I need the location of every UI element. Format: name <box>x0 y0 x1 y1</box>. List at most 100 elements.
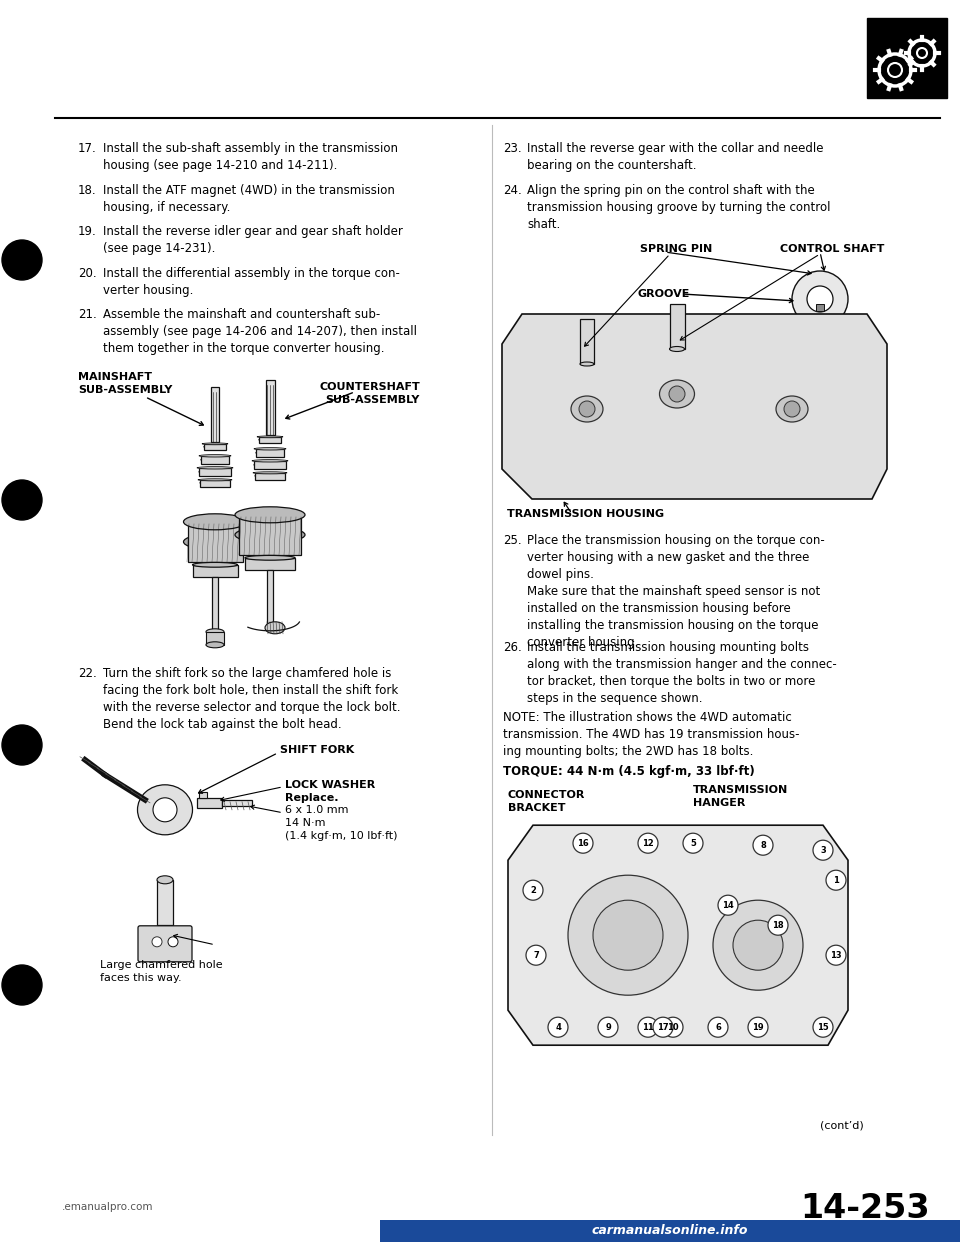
Bar <box>199 792 207 797</box>
Circle shape <box>807 286 833 312</box>
Text: Install the differential assembly in the torque con-
verter housing.: Install the differential assembly in the… <box>103 267 400 297</box>
Text: CONNECTOR
BRACKET: CONNECTOR BRACKET <box>508 790 586 814</box>
Ellipse shape <box>580 361 594 366</box>
Ellipse shape <box>235 527 305 543</box>
Circle shape <box>792 271 848 327</box>
Text: 16: 16 <box>577 838 588 848</box>
Text: 8: 8 <box>760 841 766 850</box>
Text: Install the transmission housing mounting bolts
along with the transmission hang: Install the transmission housing mountin… <box>527 641 837 704</box>
Ellipse shape <box>206 628 224 635</box>
Bar <box>157 879 173 925</box>
Bar <box>199 468 231 476</box>
Text: SPRING PIN: SPRING PIN <box>640 243 712 255</box>
Circle shape <box>579 401 595 417</box>
Text: 12: 12 <box>642 838 654 848</box>
Circle shape <box>593 900 663 970</box>
Bar <box>255 473 285 479</box>
Text: 20.: 20. <box>78 267 97 279</box>
Ellipse shape <box>259 438 281 441</box>
Ellipse shape <box>206 642 224 648</box>
Ellipse shape <box>137 785 193 835</box>
Circle shape <box>708 1017 728 1037</box>
Circle shape <box>733 920 783 970</box>
Circle shape <box>568 876 688 995</box>
Ellipse shape <box>204 446 226 448</box>
Text: 21.: 21. <box>78 308 97 322</box>
Circle shape <box>573 833 593 853</box>
Circle shape <box>526 945 546 965</box>
Circle shape <box>152 936 162 946</box>
Text: 18.: 18. <box>78 184 97 196</box>
Text: Align the spring pin on the control shaft with the
transmission housing groove b: Align the spring pin on the control shaf… <box>527 184 830 231</box>
Circle shape <box>669 386 685 402</box>
Ellipse shape <box>183 514 247 530</box>
Bar <box>259 437 281 443</box>
Text: TORQUE: 44 N·m (4.5 kgf·m, 33 lbf·ft): TORQUE: 44 N·m (4.5 kgf·m, 33 lbf·ft) <box>503 765 755 779</box>
Bar <box>254 461 286 468</box>
Text: COUNTERSHAFT
SUB-ASSEMBLY: COUNTERSHAFT SUB-ASSEMBLY <box>320 381 420 405</box>
Ellipse shape <box>193 563 237 568</box>
Ellipse shape <box>252 460 288 462</box>
Circle shape <box>598 1017 618 1037</box>
Text: 26.: 26. <box>503 641 521 653</box>
Bar <box>816 304 824 310</box>
Circle shape <box>784 401 800 417</box>
Ellipse shape <box>255 474 285 477</box>
Ellipse shape <box>254 463 286 466</box>
Circle shape <box>2 479 42 520</box>
Circle shape <box>813 840 833 861</box>
Ellipse shape <box>253 472 287 474</box>
Bar <box>380 1220 960 1242</box>
Text: 4: 4 <box>555 1022 561 1032</box>
Ellipse shape <box>202 443 228 445</box>
Ellipse shape <box>265 622 285 633</box>
Text: 17: 17 <box>658 1022 669 1032</box>
Text: Install the reverse gear with the collar and needle
bearing on the countershaft.: Install the reverse gear with the collar… <box>527 142 824 171</box>
Ellipse shape <box>235 507 305 523</box>
Bar <box>200 479 230 487</box>
Text: GROOVE: GROOVE <box>637 289 689 299</box>
Text: 10: 10 <box>667 1022 679 1032</box>
Circle shape <box>713 900 803 990</box>
Text: 17.: 17. <box>78 142 97 155</box>
Ellipse shape <box>256 451 284 455</box>
Text: 2: 2 <box>530 886 536 894</box>
Circle shape <box>826 945 846 965</box>
Text: LOCK WASHER
Replace.: LOCK WASHER Replace. <box>285 780 375 804</box>
Text: 1: 1 <box>833 876 839 884</box>
Circle shape <box>663 1017 683 1037</box>
Text: carmanualsonline.info: carmanualsonline.info <box>591 1225 748 1237</box>
Circle shape <box>548 1017 568 1037</box>
Circle shape <box>638 833 658 853</box>
Ellipse shape <box>776 396 808 422</box>
Ellipse shape <box>257 436 283 437</box>
Circle shape <box>653 1017 673 1037</box>
Ellipse shape <box>197 467 233 469</box>
Text: Install the reverse idler gear and gear shaft holder
(see page 14-231).: Install the reverse idler gear and gear … <box>103 225 403 255</box>
Text: (cont’d): (cont’d) <box>820 1120 864 1130</box>
Bar <box>222 800 252 806</box>
Circle shape <box>768 915 788 935</box>
Circle shape <box>2 240 42 279</box>
Ellipse shape <box>254 447 286 450</box>
Bar <box>188 522 243 561</box>
Ellipse shape <box>669 347 684 351</box>
Circle shape <box>168 936 178 946</box>
Text: Install the sub-shaft assembly in the transmission
housing (see page 14-210 and : Install the sub-shaft assembly in the tr… <box>103 142 398 171</box>
Circle shape <box>917 48 927 58</box>
Ellipse shape <box>660 380 694 409</box>
Bar <box>211 386 219 442</box>
Polygon shape <box>502 314 887 499</box>
Text: 11: 11 <box>642 1022 654 1032</box>
Circle shape <box>813 1017 833 1037</box>
Text: 6: 6 <box>715 1022 721 1032</box>
Bar <box>266 380 275 435</box>
Bar <box>580 319 594 364</box>
Bar <box>206 632 224 645</box>
Bar <box>193 565 238 576</box>
Text: 19.: 19. <box>78 225 97 238</box>
Bar <box>256 448 284 457</box>
Text: 23.: 23. <box>503 142 521 155</box>
Ellipse shape <box>183 534 247 550</box>
Bar <box>267 570 273 625</box>
